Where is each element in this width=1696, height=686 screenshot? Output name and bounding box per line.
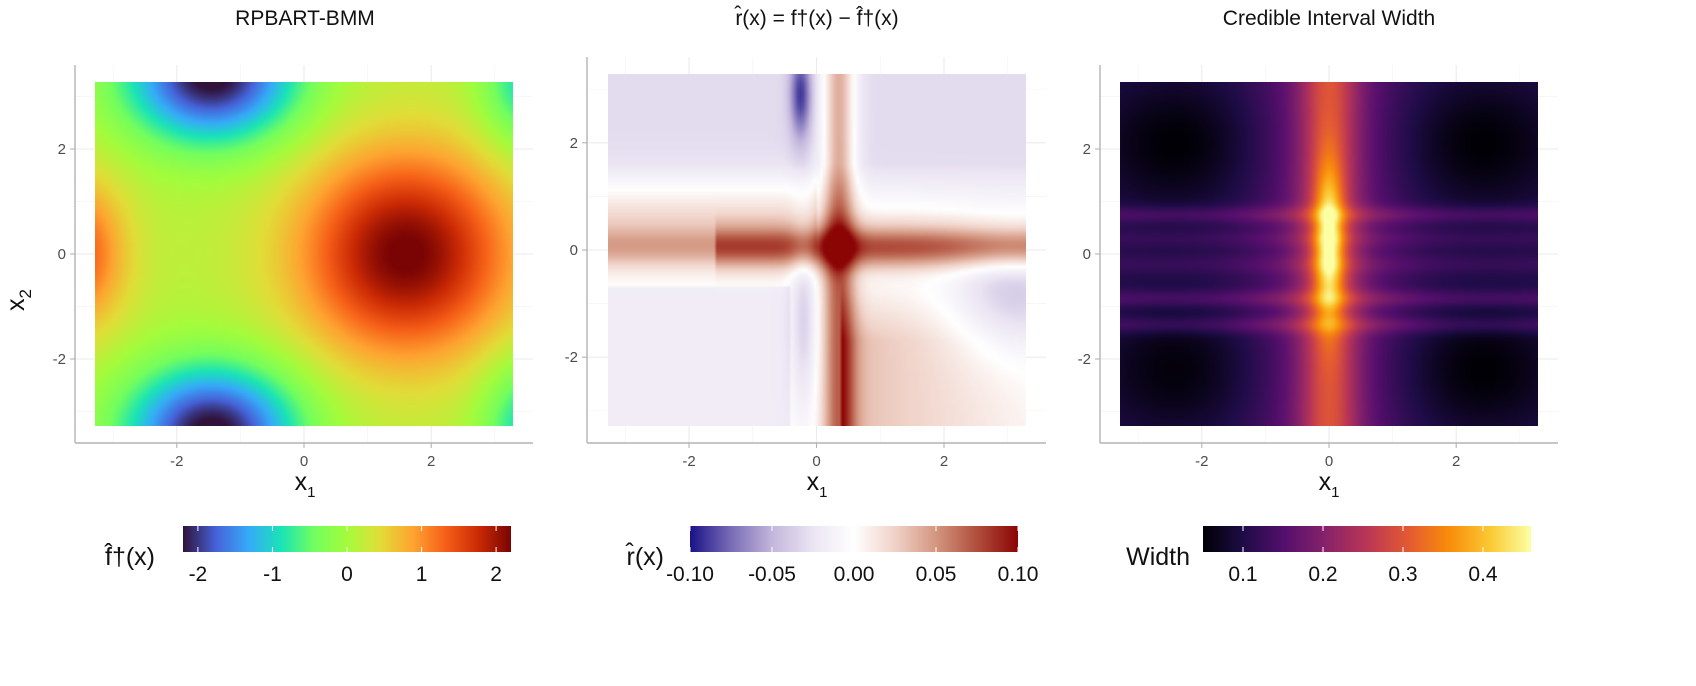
- legend-tick-label: 0: [341, 563, 353, 586]
- x-tick-label: 2: [1452, 453, 1460, 470]
- y-tick-label: 2: [1083, 141, 1091, 158]
- x-tick-label: 0: [812, 453, 820, 470]
- x-axis-label: x1: [295, 468, 316, 501]
- legend-title: r̂(x): [624, 541, 664, 571]
- legend-tick-label: 0.4: [1468, 563, 1498, 586]
- y-axis-label: x2: [2, 289, 35, 311]
- x-tick-label: -2: [682, 453, 695, 470]
- legend-tick-label: 0.00: [834, 563, 875, 586]
- panel-1: -2 0 2 -2 0 2 x1 x2 RPBART-BMM -2 -1 0 1 2 f̂†(x): [2, 7, 533, 586]
- heatmap-raster: [95, 82, 513, 426]
- x-tick-label: -2: [170, 453, 183, 470]
- legend-tick-label: 2: [490, 563, 502, 586]
- x-tick-label: 2: [427, 453, 435, 470]
- y-tick-label: 0: [58, 246, 66, 263]
- y-tick-label: 2: [570, 135, 578, 152]
- x-axis-label: x1: [807, 468, 828, 501]
- chart-title: r̂(x) = f†(x) − f̂†(x): [734, 6, 899, 30]
- legend-tick-label: -2: [189, 563, 208, 586]
- heatmap-raster: [1120, 82, 1538, 426]
- y-tick-label: -2: [53, 351, 66, 368]
- y-tick-label: 0: [570, 242, 578, 259]
- y-tick-label: -2: [565, 349, 578, 366]
- x-tick-label: 2: [940, 453, 948, 470]
- legend-tick-label: -1: [263, 563, 282, 586]
- legend-title: f̂†(x): [103, 542, 155, 571]
- x-tick-label: 0: [1325, 453, 1333, 470]
- x-tick-label: -2: [1195, 453, 1208, 470]
- legend-tick-label: 0.2: [1308, 563, 1337, 586]
- y-tick-label: 0: [1083, 246, 1091, 263]
- legend: -2 -1 0 1 2 f̂†(x): [103, 526, 511, 586]
- y-tick-label: 2: [58, 141, 66, 158]
- legend-tick-label: 0.1: [1228, 563, 1257, 586]
- legend: -0.10 -0.05 0.00 0.05 0.10 r̂(x): [624, 526, 1038, 586]
- chart-title: Credible Interval Width: [1223, 7, 1435, 30]
- y-tick-label: -2: [1078, 351, 1091, 368]
- x-axis-label: x1: [1319, 468, 1340, 501]
- chart-title: RPBART-BMM: [235, 7, 375, 30]
- legend-tick-label: -0.05: [748, 563, 796, 586]
- legend-tick-label: 0.05: [916, 563, 957, 586]
- legend-tick-label: -0.10: [666, 563, 714, 586]
- legend-title: Width: [1126, 543, 1190, 571]
- legend-tick-label: 1: [416, 563, 428, 586]
- legend-tick-label: 0.3: [1388, 563, 1417, 586]
- legend-tick-label: 0.10: [998, 563, 1039, 586]
- legend-colorbar: [1203, 526, 1531, 552]
- x-tick-label: 0: [300, 453, 308, 470]
- legend: 0.1 0.2 0.3 0.4 Width: [1126, 526, 1531, 586]
- heatmap-raster: [608, 74, 1026, 426]
